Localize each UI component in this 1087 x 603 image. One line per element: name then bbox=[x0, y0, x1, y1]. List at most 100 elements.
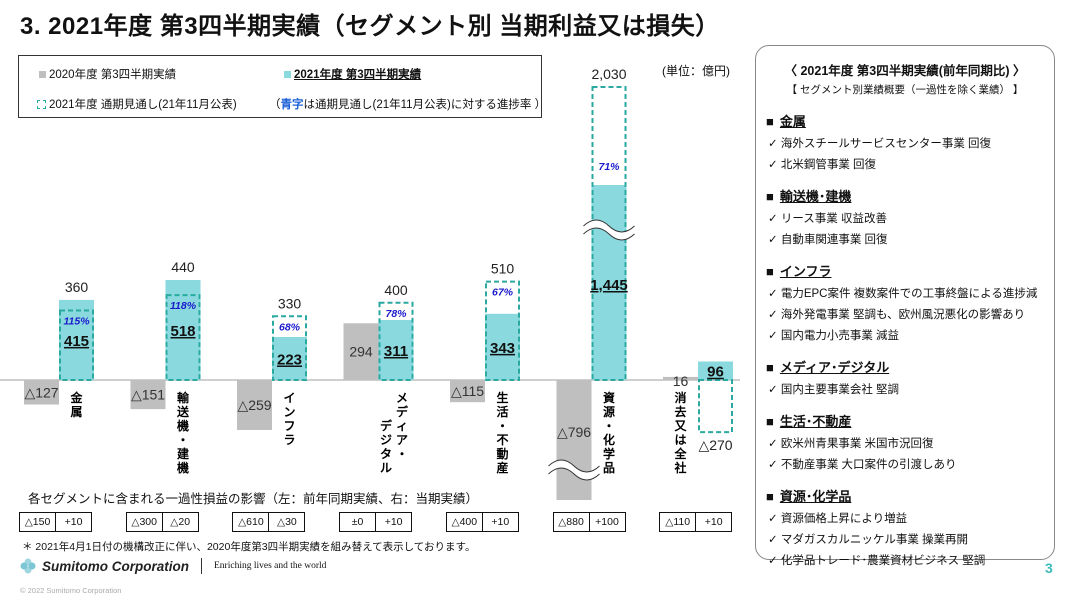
square-bullet-icon: ■ bbox=[766, 114, 774, 129]
oneoff-curr: +100 bbox=[588, 513, 625, 531]
note-blue-text: 青字 bbox=[280, 99, 304, 111]
oneoff-prev: ±0 bbox=[351, 516, 364, 528]
prev-year-bar bbox=[24, 380, 59, 405]
dashed-box-icon bbox=[37, 99, 46, 109]
forecast-box bbox=[485, 280, 520, 382]
category-label: メディア・ bbox=[396, 391, 409, 461]
category-label: 金属 bbox=[69, 390, 83, 419]
legend-label: 2020年度 第3四半期実績 bbox=[49, 69, 177, 81]
panel-item: ✓ 資源価格上昇により増益 bbox=[768, 513, 908, 525]
section-title: 輸送機･建機 bbox=[779, 189, 852, 204]
oneoff-curr: +10 bbox=[375, 513, 411, 531]
forecast-value-label: 330 bbox=[278, 295, 302, 311]
panel-section-title: ■ 生活･不動産 bbox=[766, 411, 1054, 430]
panel-item: ✓ マダガスカルニッケル事業 操業再開 bbox=[768, 534, 969, 546]
forecast-box bbox=[698, 379, 733, 434]
cyan-square-icon bbox=[284, 70, 291, 78]
gray-square-icon bbox=[39, 70, 46, 78]
category-label: インフラ bbox=[283, 391, 295, 447]
axis-break-mask bbox=[548, 460, 600, 480]
forecast-value-label: 360 bbox=[65, 279, 89, 295]
forecast-value-label: 2,030 bbox=[591, 66, 626, 82]
prev-year-bar bbox=[237, 380, 272, 430]
axis-break-line bbox=[548, 467, 600, 481]
legend-label: 2021年度 通期見通し(21年11月公表) bbox=[49, 99, 237, 111]
category-label: 消去又は全社 bbox=[673, 390, 687, 475]
panel-item: ✓ 北米鋼管事業 回復 bbox=[768, 159, 877, 171]
forecast-value-label: △270 bbox=[698, 437, 732, 453]
oneoff-curr: +10 bbox=[695, 513, 731, 531]
prev-value-label: △796 bbox=[557, 424, 591, 440]
panel-item: ✓ 欧米州青果事業 米国市況回復 bbox=[768, 438, 934, 450]
unit-label: (単位：億円) bbox=[662, 64, 730, 78]
progress-rate-label: 68% bbox=[279, 321, 301, 333]
axis-break-line bbox=[583, 227, 635, 241]
prev-value-label: △115 bbox=[451, 383, 484, 399]
panel-section-title: ■ 輸送機･建機 bbox=[766, 186, 1054, 205]
square-bullet-icon: ■ bbox=[766, 264, 774, 279]
page-number: 3 bbox=[1045, 560, 1053, 576]
divider bbox=[201, 558, 202, 574]
current-year-bar bbox=[378, 319, 414, 380]
forecast-box bbox=[272, 315, 307, 381]
panel-heading: 〈 2021年度 第3四半期実績(前年同期比) 〉 bbox=[784, 64, 1026, 78]
category-label: 資源・化学品 bbox=[603, 390, 615, 475]
note-text: は通期見通し(21年11月公表)に対する進捗率 ） bbox=[303, 99, 547, 111]
forecast-value-label: 510 bbox=[491, 261, 515, 277]
current-year-bar bbox=[591, 185, 627, 380]
panel-subheading: 【 セグメント別業績概要（一過性を除く業績） 】 bbox=[786, 84, 1024, 96]
current-year-bar bbox=[698, 361, 733, 380]
prev-value-label: △151 bbox=[131, 387, 165, 403]
prev-value-label: △259 bbox=[237, 397, 271, 413]
oneoff-prev: △150 bbox=[24, 516, 51, 528]
oneoff-pair: ±0 +10 bbox=[339, 512, 413, 532]
legend-item-prev: 2020年度 第3四半期実績 bbox=[39, 66, 176, 82]
current-value-label: 223 bbox=[277, 351, 302, 368]
section-title: 生活･不動産 bbox=[779, 414, 852, 429]
prev-year-bar bbox=[556, 380, 592, 500]
tagline: Enriching lives and the world bbox=[214, 561, 327, 571]
forecast-box bbox=[378, 301, 414, 381]
oneoff-curr: △30 bbox=[268, 513, 304, 531]
oneoff-prev: △400 bbox=[451, 516, 478, 528]
oneoff-pair: △610 △30 bbox=[232, 512, 306, 532]
panel-item: ✓ 不動産事業 大口案件の引渡しあり bbox=[768, 459, 957, 471]
square-bullet-icon: ■ bbox=[766, 489, 774, 504]
forecast-value-label: 440 bbox=[171, 259, 195, 275]
oneoff-pair: △110 +10 bbox=[659, 512, 733, 532]
axis-break-line bbox=[583, 219, 635, 233]
progress-rate-label: 115% bbox=[63, 316, 90, 328]
section-title: メディア･デジタル bbox=[779, 360, 890, 375]
prev-value-label: 294 bbox=[349, 344, 373, 360]
oneoff-prev: △880 bbox=[558, 516, 584, 528]
footnote: ＊ 2021年4月1日付の機構改正に伴い、2020年度第3四半期実績を組み替えて… bbox=[22, 541, 476, 553]
company-logo: Sumitomo Corporation Enriching lives and… bbox=[20, 558, 326, 574]
copyright: © 2022 Sumitomo Corporation bbox=[20, 586, 122, 595]
panel-item: ✓ 自動車関連事業 回復 bbox=[768, 234, 888, 246]
progress-rate-label: 118% bbox=[170, 300, 197, 312]
oneoff-curr: +10 bbox=[481, 513, 518, 531]
logo-mark-icon bbox=[20, 558, 36, 574]
current-value-label: 343 bbox=[490, 340, 515, 357]
category-label: 輸送機・建機 bbox=[176, 390, 190, 475]
oneoff-curr: +10 bbox=[55, 513, 91, 531]
panel-sections: ■ 金属 ✓ 海外スチールサービスセンター事業 回復 ✓ 北米鋼管事業 回復 ■ 輸送機･… bbox=[756, 111, 1054, 568]
axis-break-line bbox=[548, 459, 600, 473]
legend-item-curr: 2021年度 第3四半期実績 bbox=[284, 66, 421, 82]
panel-item: ✓ 国内主要事業会社 堅調 bbox=[768, 384, 900, 396]
segment-bar-chart: △127 415 360 115% 金属 △151 518 440 118% 輸送機・建機 △259… bbox=[0, 66, 740, 500]
square-bullet-icon: ■ bbox=[766, 414, 774, 429]
category-label: 生活・不動産 bbox=[496, 390, 508, 475]
panel-item: ✓ 化学品トレード･農業資材ビジネス 堅調 bbox=[768, 555, 986, 567]
company-name: Sumitomo Corporation bbox=[42, 558, 189, 574]
oneoff-pair: △150 +10 bbox=[19, 512, 92, 532]
square-bullet-icon: ■ bbox=[766, 189, 774, 204]
current-year-bar bbox=[272, 336, 307, 380]
current-year-bar bbox=[165, 280, 201, 380]
oneoff-pair: △880 +100 bbox=[552, 512, 626, 532]
category-label: デジタル bbox=[380, 418, 393, 475]
legend-label: 2021年度 第3四半期実績 bbox=[294, 69, 422, 81]
prev-value-label: 16 bbox=[673, 373, 689, 389]
prev-year-bar bbox=[450, 380, 485, 403]
chart-legend: 2020年度 第3四半期実績 2021年度 第3四半期実績 2021年度 通期見… bbox=[18, 55, 546, 118]
